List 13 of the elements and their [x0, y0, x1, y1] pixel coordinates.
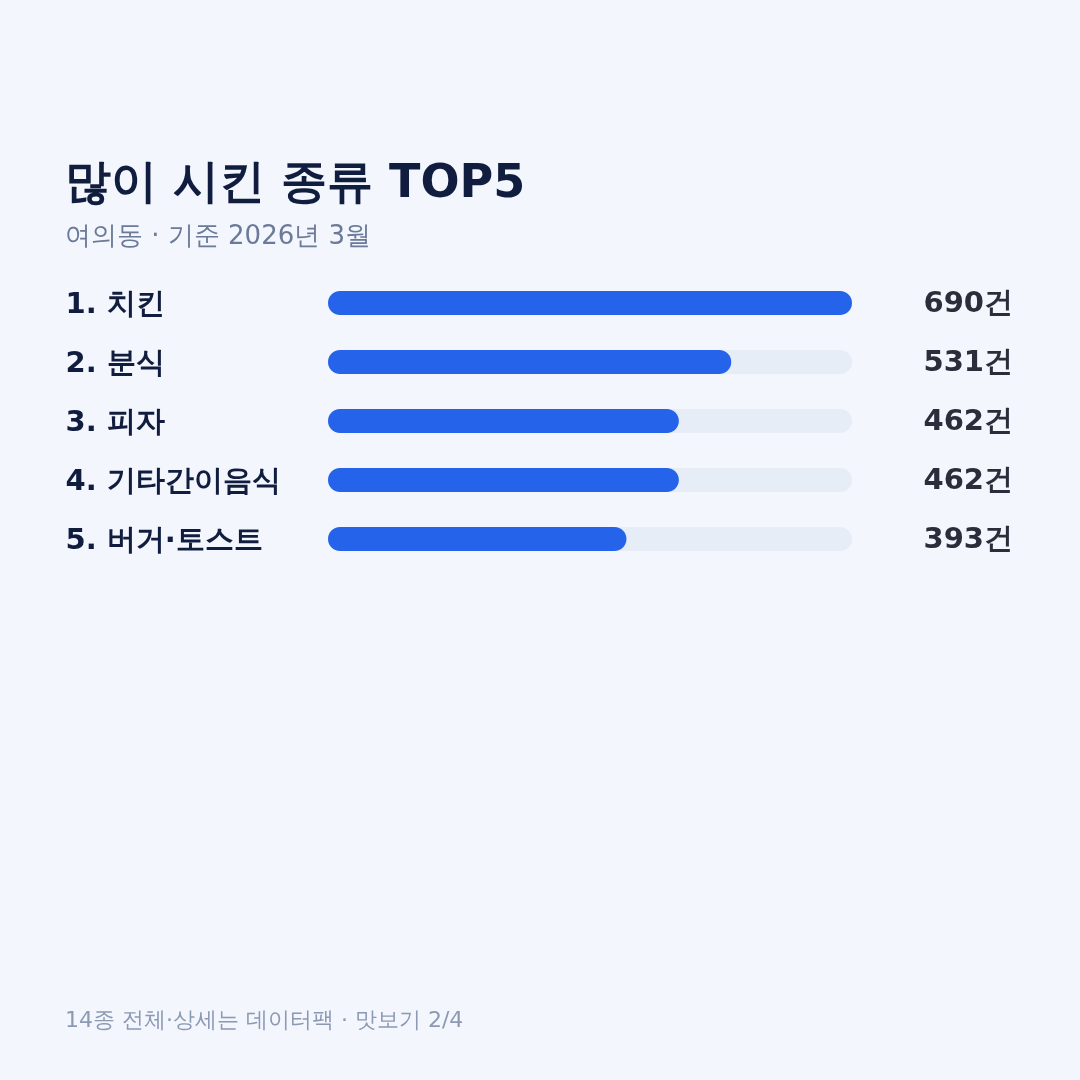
chart-subtitle: 여의동 · 기준 2026년 3월 — [65, 220, 372, 250]
data-label: 462건 — [923, 462, 1013, 496]
data-label: 690건 — [923, 285, 1013, 319]
data-label: 531건 — [923, 344, 1013, 378]
chart-title: 많이 시킨 종류 TOP5 — [65, 154, 526, 208]
y-tick-label: 2. 분식 — [65, 344, 165, 379]
y-tick-label: 4. 기타간이음식 — [65, 462, 281, 497]
y-tick-label: 1. 치킨 — [65, 285, 165, 320]
data-label: 393건 — [923, 521, 1013, 555]
y-tick-label: 5. 버거·토스트 — [65, 521, 263, 556]
y-tick-label: 3. 피자 — [65, 403, 165, 438]
data-label: 462건 — [923, 403, 1013, 437]
text: 14종 전체·상세는 데이터팩 · 맛보기 2/4 — [65, 1007, 464, 1032]
